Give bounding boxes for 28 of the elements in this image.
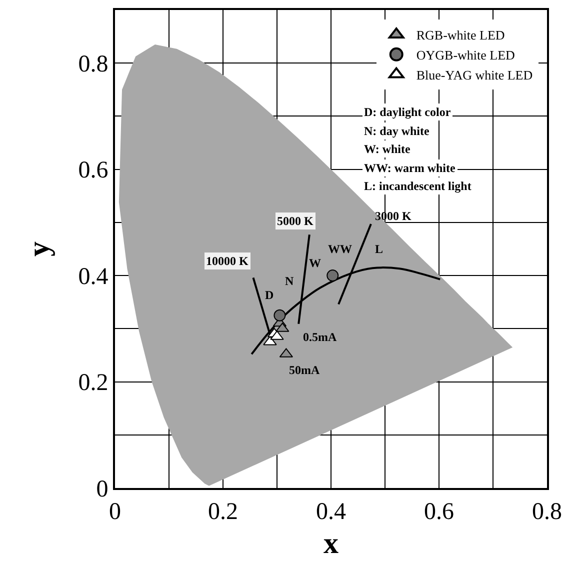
x-tick-label: 0.6 xyxy=(424,498,454,525)
annotation: D: daylight color xyxy=(364,105,452,119)
legend-label: OYGB-white LED xyxy=(416,47,515,62)
annotation: 0.5mA xyxy=(303,330,337,344)
annotation: N: day white xyxy=(364,124,430,138)
x-tick-label: 0.2 xyxy=(208,498,238,525)
y-tick-label: 0.2 xyxy=(78,370,108,396)
annotation: WW xyxy=(328,242,352,256)
annotation: 5000 K xyxy=(277,214,314,228)
legend-label: RGB-white LED xyxy=(416,28,505,43)
y-tick-label: 0.8 xyxy=(78,52,108,78)
y-tick-label: 0 xyxy=(96,476,108,502)
y-axis-title: y xyxy=(22,242,56,256)
annotation: L: incandescent light xyxy=(364,179,472,193)
annotation: 50mA xyxy=(289,363,320,377)
annotation: W: white xyxy=(364,142,412,156)
y-tick-label: 0.6 xyxy=(78,158,108,184)
legend-label: Blue-YAG white LED xyxy=(416,67,533,82)
annotation: WW: warm white xyxy=(364,161,456,175)
annotation: D xyxy=(265,288,274,302)
annotation: 10000 K xyxy=(206,254,249,268)
x-axis-title: x xyxy=(324,526,338,560)
annotation: L xyxy=(375,242,384,256)
x-tick-label: 0.8 xyxy=(532,498,562,525)
y-tick-label: 0.4 xyxy=(78,264,108,290)
annotation: W xyxy=(309,256,321,270)
annotation: N xyxy=(285,274,294,288)
x-tick-label: 0.4 xyxy=(316,498,346,525)
